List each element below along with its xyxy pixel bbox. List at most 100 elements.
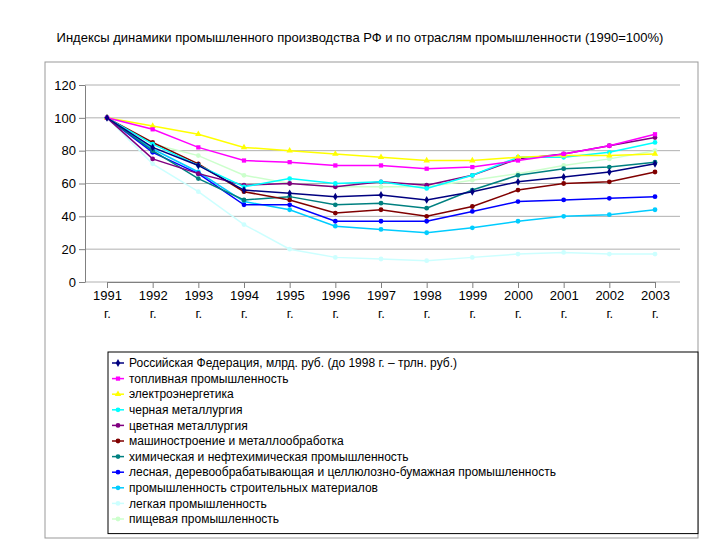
- point: [607, 168, 612, 176]
- point: [378, 154, 384, 160]
- title: Индексы динамики промышленного производс…: [57, 30, 664, 45]
- y-tick-label: 100: [54, 110, 76, 125]
- point: [653, 170, 658, 175]
- point: [516, 199, 521, 204]
- y-tick-label: 0: [69, 275, 76, 290]
- legend-label: черная металлургия: [129, 403, 242, 417]
- point: [150, 143, 155, 151]
- y-tick-mark: [79, 282, 85, 283]
- x-tick: 1991г.: [93, 282, 122, 321]
- x-tick-mark: [153, 282, 154, 288]
- point: [470, 173, 475, 178]
- point: [470, 209, 475, 214]
- legend-marker: [116, 359, 121, 367]
- point: [561, 198, 566, 203]
- point: [516, 219, 521, 224]
- point: [150, 161, 155, 166]
- y-tick: 60: [62, 176, 85, 191]
- point: [287, 181, 292, 186]
- point: [287, 176, 292, 181]
- x-tick-mark: [290, 282, 291, 288]
- x-axis: 1991г.1992г.1993г.1994г.1995г.1996г.1997…: [93, 282, 670, 321]
- point: [149, 122, 155, 128]
- legend-label: лесная, деревообрабатывающая и целлюлозн…: [129, 465, 556, 479]
- point: [424, 196, 429, 204]
- point: [607, 144, 611, 148]
- y-tick-mark: [79, 151, 85, 152]
- point: [470, 178, 475, 183]
- y-tick: 40: [62, 209, 85, 224]
- y-tick-mark: [79, 249, 85, 250]
- point: [424, 186, 429, 191]
- point: [470, 204, 475, 209]
- point: [607, 212, 612, 217]
- point: [379, 227, 384, 232]
- legend-item: машиностроение и металлообработка: [112, 434, 344, 448]
- x-tick-label: 2003г.: [641, 288, 670, 321]
- x-tick-mark: [655, 282, 656, 288]
- point: [516, 252, 521, 257]
- x-tick: 1999г.: [458, 282, 487, 321]
- point: [241, 144, 247, 150]
- x-tick-label: 1998г.: [413, 288, 442, 321]
- point: [470, 188, 475, 196]
- series-line: [107, 118, 655, 216]
- x-tick-mark: [381, 282, 382, 288]
- point: [379, 191, 384, 199]
- point: [379, 184, 384, 189]
- legend-label: электроэнергетика: [129, 387, 234, 401]
- point: [516, 158, 520, 162]
- legend-item: электроэнергетика: [112, 387, 234, 401]
- point: [561, 250, 566, 255]
- series: [105, 115, 658, 189]
- point: [561, 152, 566, 157]
- grid-line: [85, 282, 680, 283]
- point: [470, 173, 475, 178]
- series-line: [107, 118, 655, 221]
- grid: [85, 85, 680, 282]
- y-tick: 20: [62, 242, 85, 257]
- point: [470, 255, 475, 260]
- y-axis-line: [85, 86, 86, 283]
- point: [470, 225, 475, 230]
- point: [424, 206, 429, 211]
- x-tick-mark: [609, 282, 610, 288]
- point: [333, 163, 337, 167]
- legend-item: черная металлургия: [112, 403, 242, 417]
- legend-marker: [116, 485, 121, 490]
- point: [516, 173, 521, 178]
- x-tick-mark: [107, 282, 108, 288]
- point: [653, 140, 658, 145]
- x-tick-mark: [427, 282, 428, 288]
- point: [333, 219, 338, 224]
- x-tick: 1995г.: [276, 282, 305, 321]
- legend-marker: [116, 454, 121, 459]
- legend-label: химическая и нефтехимическая промышленно…: [129, 450, 409, 464]
- legend-marker: [116, 407, 121, 412]
- point: [516, 178, 521, 186]
- legend-marker: [116, 423, 121, 428]
- legend-marker: [115, 390, 121, 396]
- point: [287, 198, 292, 203]
- series: [105, 115, 658, 218]
- point: [516, 188, 521, 193]
- series-line: [107, 118, 655, 261]
- point: [333, 224, 338, 229]
- series-line: [107, 118, 655, 233]
- legend-label: промышленность строительных материалов: [129, 481, 378, 495]
- legend-marker: [116, 517, 121, 522]
- y-tick-mark: [79, 85, 85, 86]
- series: [104, 114, 658, 162]
- x-tick: 1996г.: [321, 282, 350, 321]
- point: [379, 201, 384, 206]
- point: [607, 143, 612, 148]
- point: [151, 127, 155, 131]
- point: [561, 181, 566, 186]
- point: [469, 157, 475, 163]
- x-tick: 1994г.: [230, 282, 259, 321]
- point: [333, 181, 338, 186]
- x-tick-label: 1996г.: [321, 288, 350, 321]
- legend-item: Российская Федерация, млрд. руб. (до 199…: [112, 356, 457, 370]
- series-line: [107, 118, 655, 208]
- series: [105, 115, 658, 263]
